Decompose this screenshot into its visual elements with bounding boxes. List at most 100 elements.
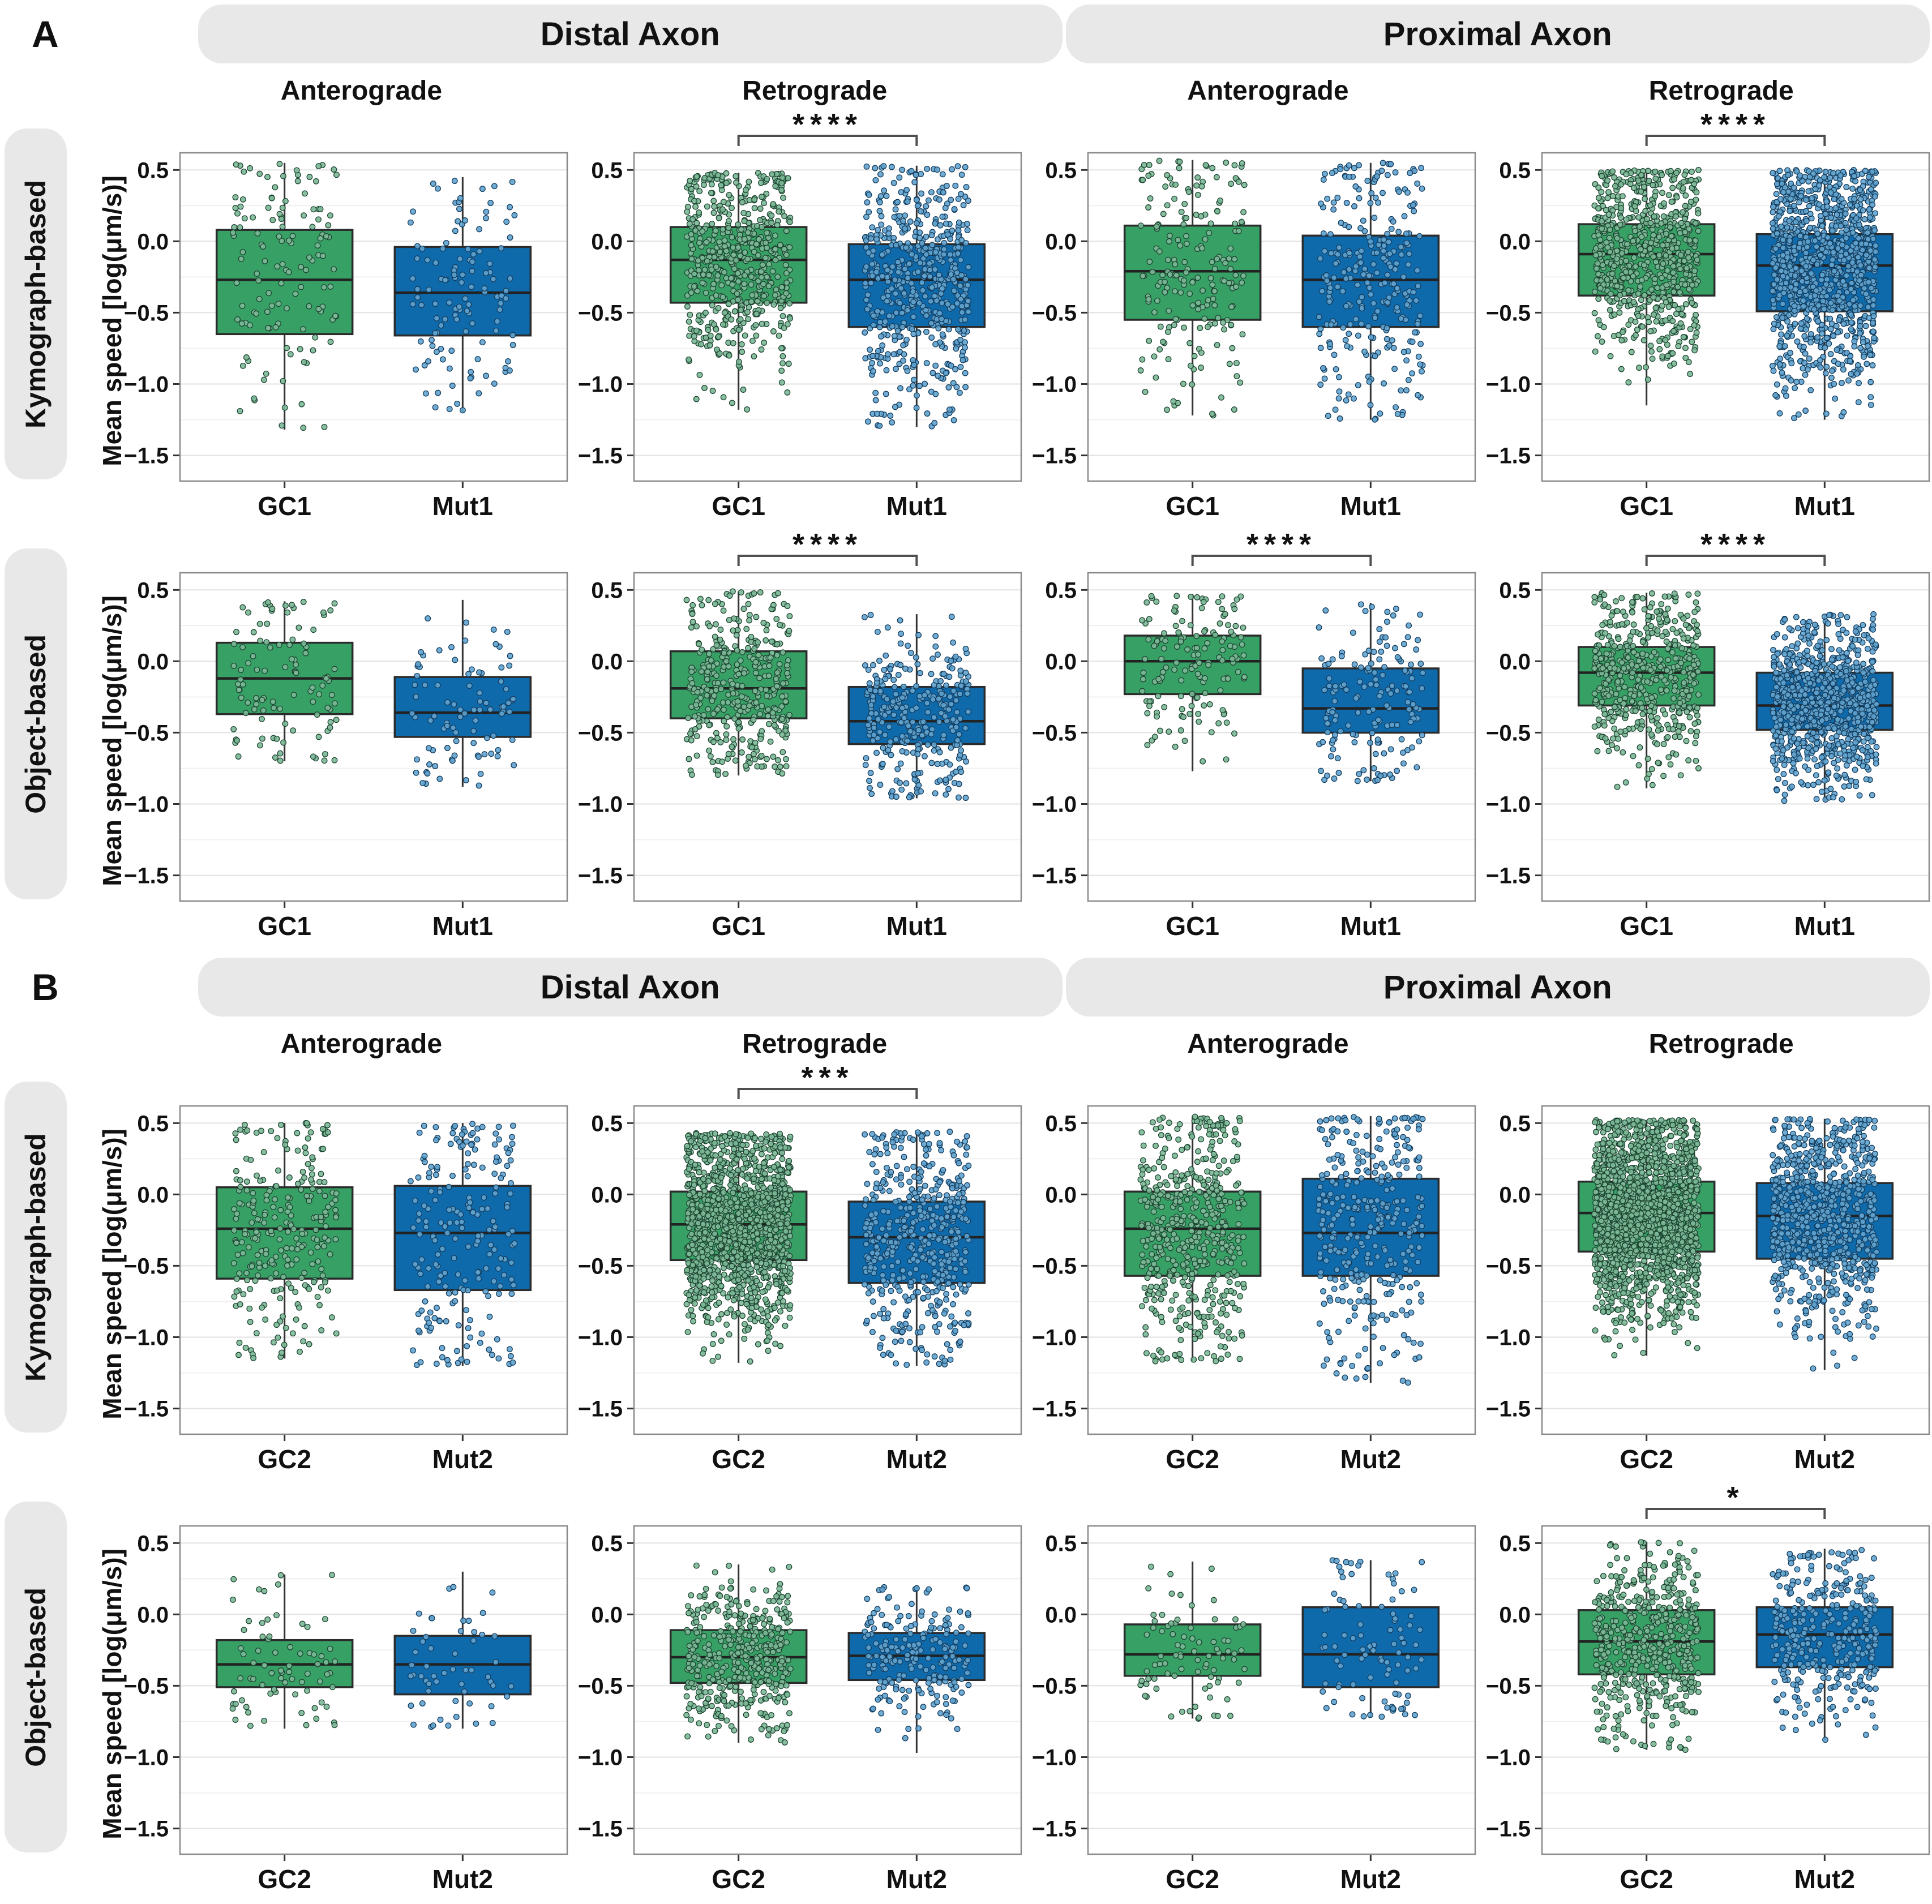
column-title: Retrograde xyxy=(572,75,1023,106)
svg-text:−1.0: −1.0 xyxy=(124,792,169,817)
svg-text:−1.5: −1.5 xyxy=(1032,444,1077,469)
svg-text:GC1: GC1 xyxy=(1166,911,1219,941)
svg-text:0.5: 0.5 xyxy=(137,158,169,183)
region-header-distal-axon: Distal Axon xyxy=(198,5,1063,63)
panel-a-header: A Distal Axon Proximal Axon xyxy=(2,3,1930,65)
panel-b-header: B Distal Axon Proximal Axon xyxy=(2,957,1930,1018)
svg-text:0.0: 0.0 xyxy=(1499,229,1531,254)
svg-text:−0.5: −0.5 xyxy=(578,721,623,745)
svg-text:****: **** xyxy=(792,531,863,561)
svg-text:GC1: GC1 xyxy=(258,911,311,941)
column-title: Retrograde xyxy=(1479,75,1930,106)
svg-text:0.0: 0.0 xyxy=(137,649,169,674)
svg-text:−1.0: −1.0 xyxy=(124,372,169,397)
svg-text:−1.5: −1.5 xyxy=(124,444,169,469)
panel-a-letter: A xyxy=(2,12,195,55)
y-axis-title: Mean speed [log(μm/s)] xyxy=(71,111,119,531)
svg-text:****: **** xyxy=(792,111,863,141)
svg-text:****: **** xyxy=(1700,111,1771,141)
svg-text:−1.0: −1.0 xyxy=(578,372,623,397)
panel-a-column-titles: Anterograde Retrograde Anterograde Retro… xyxy=(2,72,1930,109)
svg-text:−1.0: −1.0 xyxy=(1486,372,1531,397)
panel-b-letter: B xyxy=(2,966,195,1009)
y-axis-title: Mean speed [log(μm/s)] xyxy=(71,531,119,951)
svg-text:0.5: 0.5 xyxy=(137,578,169,603)
svg-text:0.5: 0.5 xyxy=(591,578,623,603)
panel-b-column-titles: Anterograde Retrograde Anterograde Retro… xyxy=(2,1026,1930,1062)
svg-text:−1.0: −1.0 xyxy=(578,792,623,817)
svg-text:−0.5: −0.5 xyxy=(124,301,169,325)
svg-text:−1.0: −1.0 xyxy=(1032,792,1077,817)
subplot-a-kymo-distal-anterograde: 0.5 0.0 −0.5 −1.0 −1.5 GC1 Mut1 xyxy=(121,111,573,531)
svg-text:−0.5: −0.5 xyxy=(578,301,623,325)
svg-text:GC1: GC1 xyxy=(1620,491,1673,521)
svg-text:0.5: 0.5 xyxy=(1499,158,1531,183)
svg-text:−0.5: −0.5 xyxy=(1486,301,1531,325)
row-label-kymograph-based: Kymograph-based xyxy=(5,1082,67,1433)
svg-text:0.0: 0.0 xyxy=(591,229,623,254)
svg-text:GC1: GC1 xyxy=(1166,491,1219,521)
svg-text:−1.5: −1.5 xyxy=(578,444,623,469)
region-header-proximal-axon: Proximal Axon xyxy=(1066,958,1930,1017)
svg-text:GC1: GC1 xyxy=(712,491,765,521)
svg-text:0.0: 0.0 xyxy=(137,229,169,254)
svg-text:0.5: 0.5 xyxy=(1045,158,1077,183)
panel-b: B Distal Axon Proximal Axon Anterograde … xyxy=(2,957,1930,1904)
panel-a-kymograph-row: Kymograph-based Mean speed [log(μm/s)] 0… xyxy=(2,111,1930,531)
subplot-a-kymo-proximal-retrograde: 0.5 0.0 −0.5 −1.0 −1.5 GC1 Mut1 **** xyxy=(1483,111,1932,531)
svg-text:0.5: 0.5 xyxy=(591,158,623,183)
column-title: Anterograde xyxy=(1026,1028,1477,1060)
subplot-a-object-distal-retrograde: 0.5 0.0 −0.5 −1.0 −1.5 GC1 Mut1 **** xyxy=(575,531,1027,951)
subplot-a-kymo-proximal-anterograde: 0.5 0.0 −0.5 −1.0 −1.5 GC1 Mut1 xyxy=(1029,111,1481,531)
svg-text:Mut1: Mut1 xyxy=(432,911,493,941)
svg-text:Mut1: Mut1 xyxy=(886,911,947,941)
region-header-distal-axon: Distal Axon xyxy=(198,958,1063,1017)
svg-text:0.0: 0.0 xyxy=(1045,649,1077,674)
svg-text:0.0: 0.0 xyxy=(591,649,623,674)
svg-text:−1.5: −1.5 xyxy=(578,864,623,889)
svg-text:−1.5: −1.5 xyxy=(1486,444,1531,469)
row-label-kymograph-based: Kymograph-based xyxy=(5,128,67,479)
panel-a: A Distal Axon Proximal Axon Anterograde … xyxy=(2,3,1930,951)
svg-text:Mut1: Mut1 xyxy=(1340,491,1401,521)
column-title: Retrograde xyxy=(572,1028,1023,1060)
svg-text:−0.5: −0.5 xyxy=(1032,301,1077,325)
y-axis-title: Mean speed [log(μm/s)] xyxy=(71,1064,119,1484)
svg-text:−1.0: −1.0 xyxy=(1032,372,1077,397)
column-title: Anterograde xyxy=(119,75,570,106)
column-title: Anterograde xyxy=(119,1028,570,1060)
svg-text:Mut1: Mut1 xyxy=(432,491,493,521)
panel-b-kymograph-row: Kymograph-based Mean speed [log(μm/s)] 0… xyxy=(2,1064,1930,1484)
svg-text:0.0: 0.0 xyxy=(1045,229,1077,254)
svg-text:−0.5: −0.5 xyxy=(1032,721,1077,745)
svg-text:Mut1: Mut1 xyxy=(1794,491,1855,521)
subplot-a-kymo-distal-retrograde: 0.5 0.0 −0.5 −1.0 −1.5 GC1 Mut1 **** xyxy=(575,111,1027,531)
column-title: Retrograde xyxy=(1479,1028,1930,1060)
svg-text:−1.5: −1.5 xyxy=(1032,864,1077,889)
row-label-object-based: Object-based xyxy=(5,548,67,899)
svg-text:GC1: GC1 xyxy=(258,491,311,521)
region-header-proximal-axon: Proximal Axon xyxy=(1066,5,1930,63)
svg-text:−1.5: −1.5 xyxy=(124,864,169,889)
svg-text:Mut1: Mut1 xyxy=(886,491,947,521)
column-title: Anterograde xyxy=(1026,75,1477,106)
row-label-object-based: Object-based xyxy=(5,1502,67,1852)
svg-text:GC1: GC1 xyxy=(712,911,765,941)
svg-text:0.5: 0.5 xyxy=(1045,578,1077,603)
y-axis-title: Mean speed [log(μm/s)] xyxy=(71,1484,119,1904)
svg-text:−0.5: −0.5 xyxy=(124,721,169,745)
subplot-a-object-distal-anterograde: 0.5 0.0 −0.5 −1.0 −1.5 GC1 Mut1 xyxy=(121,531,573,951)
